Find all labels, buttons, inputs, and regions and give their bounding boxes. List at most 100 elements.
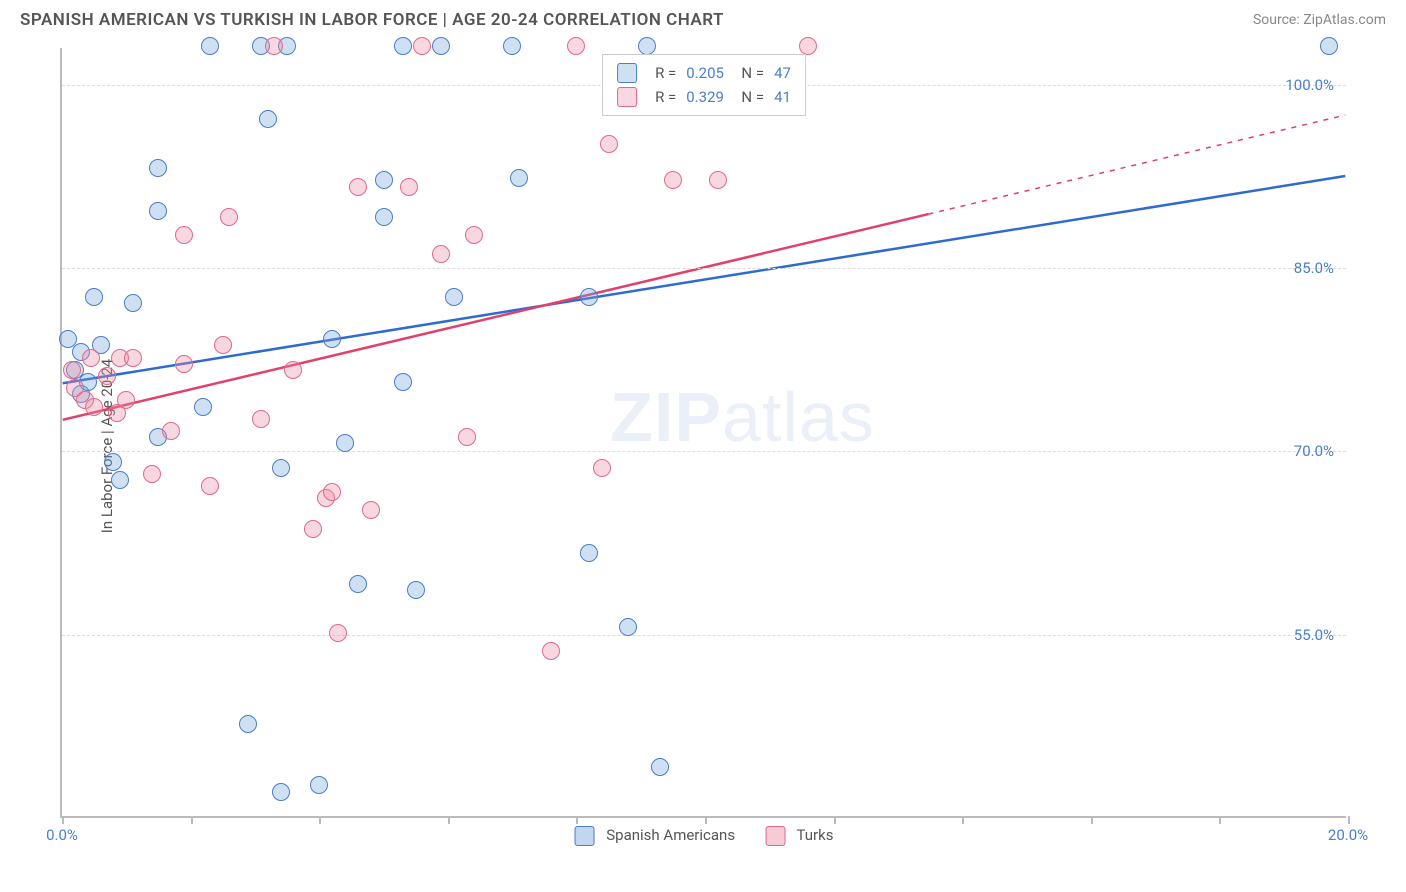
x-tick [319,816,321,824]
scatter-point [201,477,219,495]
scatter-point [432,37,450,55]
scatter-point [413,37,431,55]
y-tick-label: 70.0% [1294,442,1334,460]
scatter-point [111,471,129,489]
scatter-point [239,715,257,733]
scatter-point [323,330,341,348]
scatter-point [503,37,521,55]
header: SPANISH AMERICAN VS TURKISH IN LABOR FOR… [0,0,1406,38]
x-tick [962,816,964,824]
scatter-point [323,483,341,501]
source-label: Source: ZipAtlas.com [1253,12,1386,28]
legend-row-spanish: R = 0.205 N = 47 [617,61,791,85]
scatter-point [445,288,463,306]
scatter-point [709,171,727,189]
x-tick [705,816,707,824]
chart-plot-area: ZIPatlas R = 0.205 N = 47 R = 0.329 N = … [60,48,1346,818]
scatter-point [394,37,412,55]
x-tick [1219,816,1221,824]
scatter-point [465,226,483,244]
scatter-point [162,422,180,440]
scatter-point [510,169,528,187]
scatter-point [349,178,367,196]
scatter-point [310,776,328,794]
x-tick [576,816,578,824]
watermark: ZIPatlas [610,377,875,457]
scatter-point [542,642,560,660]
swatch-icon [765,826,785,846]
scatter-point [458,428,476,446]
x-tick [834,816,836,824]
scatter-point [284,361,302,379]
gridline [62,451,1346,452]
series-legend: Spanish Americans Turks [575,826,834,846]
scatter-point [651,758,669,776]
scatter-point [375,208,393,226]
scatter-point [664,171,682,189]
scatter-point [619,618,637,636]
scatter-point [567,37,585,55]
scatter-point [432,245,450,263]
chart-title: SPANISH AMERICAN VS TURKISH IN LABOR FOR… [20,10,724,30]
scatter-point [104,453,122,471]
scatter-point [304,520,322,538]
x-tick-label: 20.0% [1328,826,1368,844]
scatter-point [149,202,167,220]
x-tick [191,816,193,824]
x-tick [1348,816,1350,824]
y-tick-label: 55.0% [1294,626,1334,644]
x-tick-label: 0.0% [46,826,78,844]
scatter-point [638,37,656,55]
scatter-point [600,135,618,153]
scatter-point [407,581,425,599]
y-tick-label: 100.0% [1285,76,1334,94]
scatter-point [580,288,598,306]
swatch-turks [617,87,637,107]
scatter-point [259,110,277,128]
scatter-point [272,459,290,477]
legend-item-spanish: Spanish Americans [575,826,736,846]
correlation-legend: R = 0.205 N = 47 R = 0.329 N = 41 [602,54,806,116]
scatter-point [117,391,135,409]
scatter-point [593,459,611,477]
scatter-point [272,783,290,801]
scatter-point [329,624,347,642]
scatter-point [85,288,103,306]
swatch-spanish [617,63,637,83]
swatch-icon [575,826,595,846]
scatter-point [194,398,212,416]
scatter-point [143,465,161,483]
scatter-point [85,398,103,416]
legend-item-turks: Turks [765,826,833,846]
scatter-point [82,349,100,367]
gridline [62,268,1346,269]
scatter-point [214,336,232,354]
x-tick [1091,816,1093,824]
x-tick [448,816,450,824]
scatter-point [124,349,142,367]
trend-lines-layer [62,48,1346,816]
scatter-point [336,434,354,452]
y-tick-label: 85.0% [1294,259,1334,277]
scatter-point [375,171,393,189]
scatter-point [201,37,219,55]
scatter-point [98,367,116,385]
scatter-point [1320,37,1338,55]
legend-row-turks: R = 0.329 N = 41 [617,85,791,109]
scatter-point [124,294,142,312]
scatter-point [175,226,193,244]
scatter-point [400,178,418,196]
scatter-point [252,410,270,428]
scatter-point [349,575,367,593]
scatter-point [394,373,412,391]
scatter-point [63,361,81,379]
x-tick [62,816,64,824]
scatter-point [175,355,193,373]
scatter-point [265,37,283,55]
scatter-point [220,208,238,226]
scatter-point [149,159,167,177]
gridline [62,635,1346,636]
scatter-point [580,544,598,562]
scatter-point [362,501,380,519]
scatter-point [799,37,817,55]
